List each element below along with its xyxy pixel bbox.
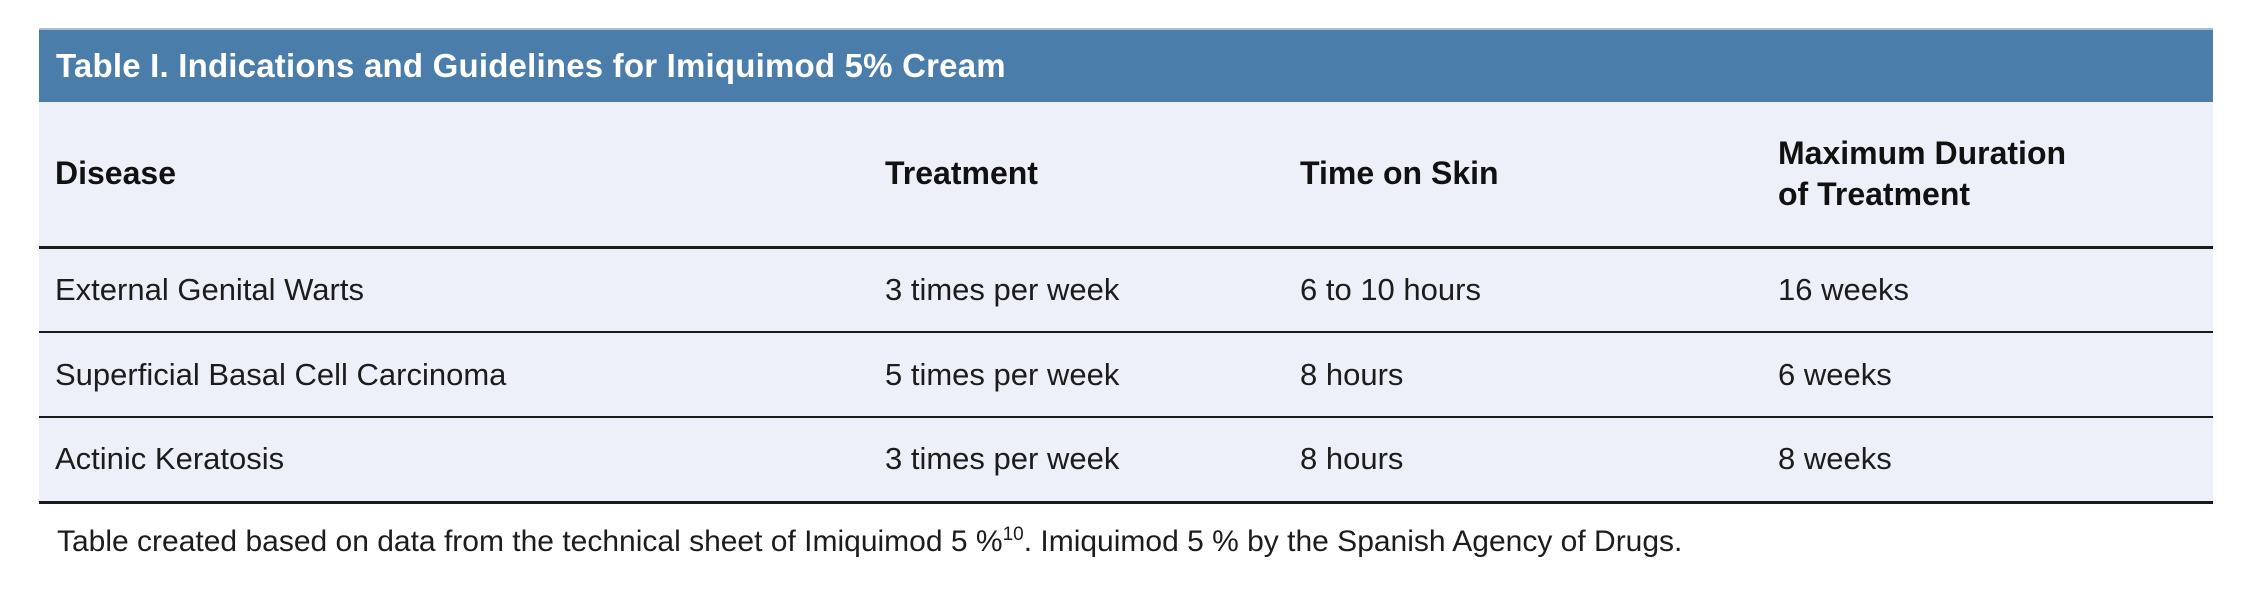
cell-time-on-skin: 8 hours bbox=[1284, 417, 1762, 504]
table-footnote: Table created based on data from the tec… bbox=[39, 525, 2213, 559]
header-row: Disease Treatment Time on Skin Maximum D… bbox=[39, 102, 2213, 249]
table-title: Table I. Indications and Guidelines for … bbox=[56, 47, 1006, 84]
table-header: Disease Treatment Time on Skin Maximum D… bbox=[39, 102, 2213, 249]
cell-disease: Actinic Keratosis bbox=[39, 417, 869, 504]
indications-table: Disease Treatment Time on Skin Maximum D… bbox=[39, 102, 2213, 504]
column-header-disease: Disease bbox=[39, 102, 869, 249]
table-title-bar: Table I. Indications and Guidelines for … bbox=[39, 28, 2213, 102]
table-row: Superficial Basal Cell Carcinoma 5 times… bbox=[39, 332, 2213, 418]
cell-time-on-skin: 8 hours bbox=[1284, 332, 1762, 418]
cell-treatment: 3 times per week bbox=[869, 247, 1284, 333]
footnote-reference-superscript: 10 bbox=[1002, 523, 1024, 545]
table-row: Actinic Keratosis 3 times per week 8 hou… bbox=[39, 417, 2213, 504]
column-header-time-on-skin: Time on Skin bbox=[1284, 102, 1762, 249]
column-header-treatment: Treatment bbox=[869, 102, 1284, 249]
cell-disease: Superficial Basal Cell Carcinoma bbox=[39, 332, 869, 418]
cell-max-duration: 16 weeks bbox=[1762, 247, 2213, 333]
footnote-text-start: Table created based on data from the tec… bbox=[57, 524, 1003, 558]
cell-disease: External Genital Warts bbox=[39, 247, 869, 333]
column-header-max-duration: Maximum Duration of Treatment bbox=[1762, 102, 2213, 249]
table-body: External Genital Warts 3 times per week … bbox=[39, 247, 2213, 504]
cell-time-on-skin: 6 to 10 hours bbox=[1284, 247, 1762, 333]
table-row: External Genital Warts 3 times per week … bbox=[39, 247, 2213, 333]
cell-treatment: 3 times per week bbox=[869, 417, 1284, 504]
footnote-text-end: . Imiquimod 5 % by the Spanish Agency of… bbox=[1023, 524, 1683, 558]
cell-treatment: 5 times per week bbox=[869, 332, 1284, 418]
cell-max-duration: 6 weeks bbox=[1762, 332, 2213, 418]
cell-max-duration: 8 weeks bbox=[1762, 417, 2213, 504]
table-container: Table I. Indications and Guidelines for … bbox=[39, 28, 2213, 559]
